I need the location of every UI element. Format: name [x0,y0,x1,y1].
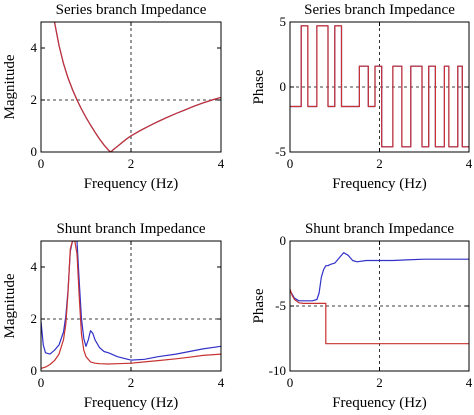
x-axis-label: Frequency (Hz) [332,176,427,192]
y-tick-label: 4 [31,40,38,55]
y-tick-label: -10 [269,363,286,378]
y-tick-label: 0 [280,233,287,248]
x-tick-label: 0 [287,156,294,171]
y-tick-label: 0 [31,363,38,378]
series-line-1 [290,252,469,302]
x-tick-label: 0 [287,375,294,390]
x-axis-label: Frequency (Hz) [332,395,427,411]
series-line-2 [41,241,221,369]
y-axis-label: Magnitude [2,273,18,338]
series-line-2 [53,22,221,152]
chart-panel-1: 0 2 4 0 2 4 Series branch Impedance Frequency (… [2,2,225,192]
y-tick-label: 4 [31,259,38,274]
y-tick-label: -5 [275,298,286,313]
y-tick-label: 5 [280,14,287,29]
y-tick-label: -5 [275,144,286,159]
x-axis-label: Frequency (Hz) [84,176,179,192]
series-line-2 [290,288,469,345]
y-axis-label: Phase [251,288,267,323]
chart-title: Shunt branch Impedance [305,221,454,237]
y-axis-label: Phase [251,69,267,104]
x-axis-label: Frequency (Hz) [84,395,179,411]
x-tick-label: 2 [376,156,383,171]
x-tick-label: 4 [466,156,473,171]
x-tick-label: 4 [466,375,473,390]
x-tick-label: 4 [218,156,225,171]
chart-title: Shunt branch Impedance [56,221,205,237]
y-tick-label: 2 [31,92,38,107]
y-tick-label: 0 [280,79,287,94]
x-tick-label: 0 [38,375,45,390]
chart-panel-4: 0 2 4 -10 -5 0 Shunt branch Impedance Frequency… [251,221,473,411]
chart-title: Series branch Impedance [304,2,455,18]
x-tick-label: 0 [38,156,45,171]
x-tick-label: 2 [376,375,383,390]
series-line-2 [290,25,469,148]
x-tick-label: 4 [218,375,225,390]
chart-title: Series branch Impedance [56,2,207,18]
series-line-1 [41,241,221,361]
chart-panel-3: 0 2 4 0 2 4 Shunt branch Impedance Frequency (H… [2,221,225,411]
x-tick-label: 2 [128,156,135,171]
y-tick-label: 0 [31,144,38,159]
x-tick-label: 2 [128,375,135,390]
y-tick-label: 2 [31,311,38,326]
y-axis-label: Magnitude [2,54,18,119]
